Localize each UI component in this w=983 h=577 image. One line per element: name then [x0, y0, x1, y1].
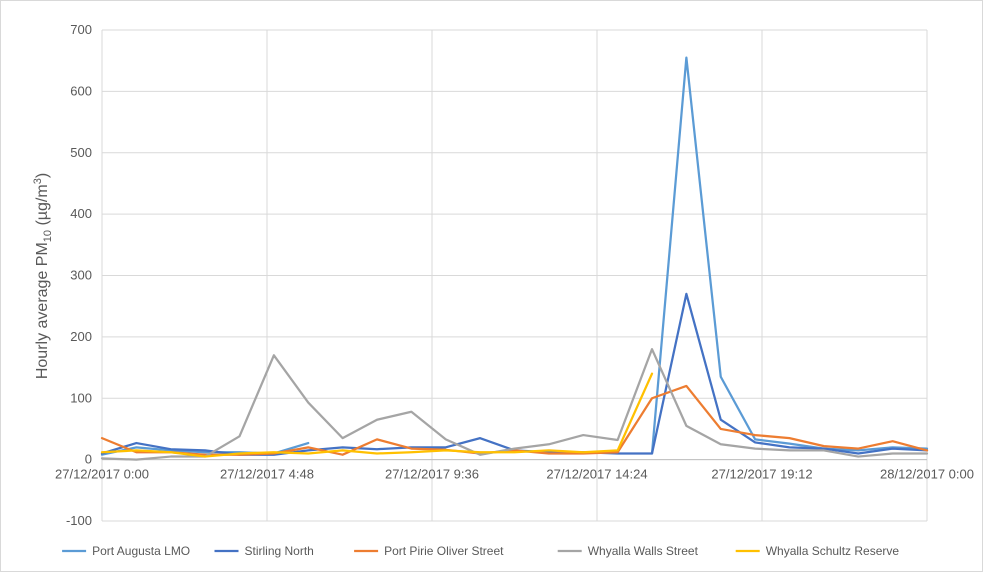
y-tick-label: 100: [70, 390, 92, 405]
series-line-4: [100, 372, 654, 458]
y-tick-label: 300: [70, 268, 92, 283]
y-tick-label: 400: [70, 206, 92, 221]
y-tick-label: -100: [66, 513, 92, 528]
series-lines: [100, 56, 929, 461]
x-tick-label: 27/12/2017 9:36: [385, 467, 479, 482]
series-line-2: [100, 384, 929, 456]
legend-label-4: Whyalla Schultz Reserve: [766, 544, 900, 558]
x-tick-label: 27/12/2017 14:24: [546, 467, 647, 482]
y-tick-label: 600: [70, 83, 92, 98]
legend: Port Augusta LMO Stirling North Port Pirie…: [62, 544, 899, 558]
legend-label-1: Stirling North: [245, 544, 314, 558]
x-tick-label: 27/12/2017 19:12: [711, 467, 812, 482]
legend-label-3: Whyalla Walls Street: [588, 544, 699, 558]
x-tick-label: 28/12/2017 0:00: [880, 467, 974, 482]
legend-label-0: Port Augusta LMO: [92, 544, 190, 558]
y-tick-label: 700: [70, 22, 92, 37]
y-tick-label: 0: [85, 452, 92, 467]
x-tick-label: 27/12/2017 4:48: [220, 467, 314, 482]
x-tick-label: 27/12/2017 0:00: [55, 467, 149, 482]
y-tick-label: 200: [70, 329, 92, 344]
y-axis-label: Hourly average PM10 (µg/m3): [32, 173, 54, 379]
y-tick-label: 500: [70, 145, 92, 160]
axes: -100 0 100 200 300 400 500 600 700 27/12/2017 0:0…: [55, 22, 974, 528]
legend-label-2: Port Pirie Oliver Street: [384, 544, 504, 558]
series-line-3: [100, 348, 929, 461]
